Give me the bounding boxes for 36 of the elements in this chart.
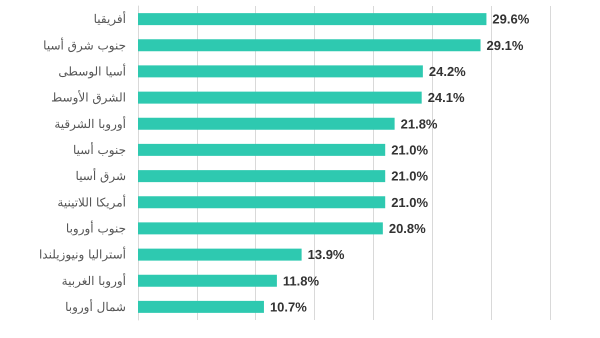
bar	[138, 300, 264, 313]
y-tick-label: جنوب أوروبا	[66, 220, 126, 236]
y-tick-label: أسيا الوسطى	[58, 63, 126, 78]
data-label: 21.8%	[400, 116, 438, 132]
bar	[138, 92, 422, 104]
y-tick-label: جنوب أسيا	[72, 142, 126, 157]
bar	[138, 222, 383, 234]
y-tick-label: أوروبا الشرقية	[54, 116, 126, 131]
bar	[138, 248, 302, 261]
data-label: 29.6%	[492, 12, 530, 27]
y-tick-label: أوروبا الغربية	[62, 272, 126, 288]
bar	[138, 39, 481, 52]
data-label: 10.7%	[270, 299, 308, 314]
bar	[138, 196, 386, 208]
data-label: 21.0%	[391, 168, 428, 184]
bar	[138, 118, 395, 130]
data-label: 21.0%	[391, 194, 428, 210]
data-label: 21.0%	[391, 142, 428, 158]
data-label: 24.1%	[428, 90, 465, 106]
y-tick-label: أفريقيا	[94, 11, 126, 26]
bar	[138, 65, 423, 78]
data-label: 20.8%	[388, 220, 426, 236]
bar	[138, 13, 486, 26]
y-tick-label: الشرق الأوسط	[51, 90, 126, 105]
bar	[138, 144, 386, 156]
y-tick-label: شرق أسيا	[76, 168, 126, 184]
y-tick-label: جنوب شرق أسيا	[43, 37, 126, 52]
y-tick-label: أستراليا ونيوزيلندا	[38, 246, 126, 262]
data-label: 13.9%	[308, 247, 345, 262]
bar	[138, 274, 277, 287]
data-label: 11.8%	[282, 273, 320, 288]
y-tick-label: أمريكا اللاتينية	[57, 194, 126, 210]
y-tick-label: شمال أوروبا	[65, 298, 126, 314]
data-label: 24.2%	[428, 64, 466, 79]
bar	[138, 170, 386, 182]
data-label: 29.1%	[486, 38, 524, 53]
